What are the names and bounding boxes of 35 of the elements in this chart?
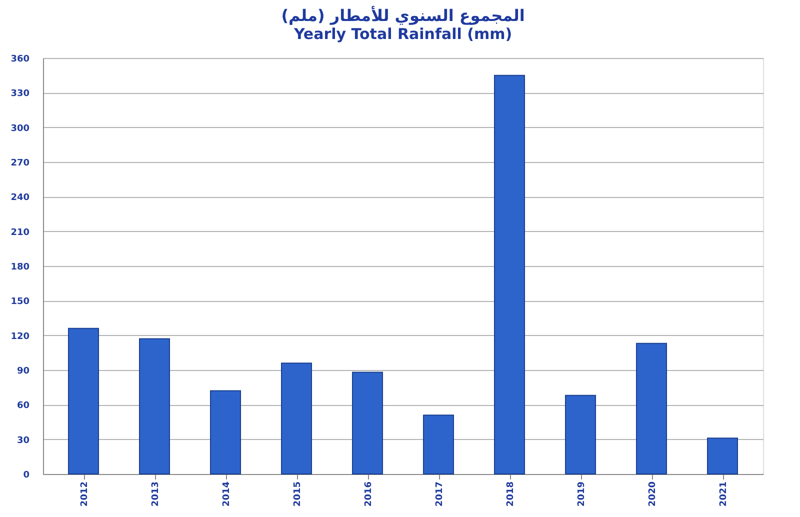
y-tick-label: 240: [10, 193, 30, 204]
x-tick-label: 2014: [222, 482, 232, 507]
bar: [707, 438, 738, 474]
x-tick-label: 2021: [719, 482, 729, 507]
x-tick-label: 2015: [293, 482, 303, 507]
bar: [281, 362, 312, 474]
y-tick-label: 0: [23, 470, 30, 480]
bar: [139, 338, 170, 474]
y-tick-label: 180: [10, 262, 30, 272]
y-tick-label: 210: [10, 228, 30, 238]
chart-subtitle: Yearly Total Rainfall (mm): [292, 25, 512, 43]
x-tick-label: 2013: [151, 482, 161, 507]
y-tick-label: 120: [10, 332, 30, 342]
x-tick-label: 2018: [506, 482, 516, 507]
y-tick-label: 360: [10, 54, 30, 64]
x-tick-label: 2012: [80, 482, 90, 507]
bar: [636, 342, 667, 474]
bar: [210, 390, 241, 474]
chart-title: المجموع السنوي للأمطار (ملم): [281, 5, 525, 25]
bar: [68, 328, 99, 474]
y-tick-label: 270: [10, 158, 30, 168]
bar: [565, 394, 596, 474]
bar: [352, 372, 383, 474]
bar: [423, 414, 454, 474]
y-tick-label: 60: [16, 401, 30, 412]
x-tick-label: 2016: [364, 482, 374, 507]
x-tick-label: 2020: [648, 482, 658, 507]
bar: [494, 74, 525, 474]
y-tick-label: 90: [16, 366, 30, 376]
y-tick-label: 30: [16, 436, 30, 446]
y-tick-label: 330: [10, 89, 30, 100]
x-tick-label: 2017: [435, 482, 445, 507]
x-tick-label: 2019: [577, 482, 587, 507]
y-tick-label: 150: [10, 297, 30, 308]
y-tick-label: 300: [10, 124, 30, 134]
